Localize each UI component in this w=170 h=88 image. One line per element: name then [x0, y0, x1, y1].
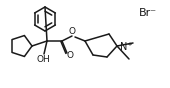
Text: O: O [69, 26, 75, 35]
Text: O: O [66, 51, 73, 61]
Text: N⁺: N⁺ [120, 42, 133, 52]
Text: Br⁻: Br⁻ [139, 8, 157, 18]
Text: OH: OH [36, 54, 50, 64]
